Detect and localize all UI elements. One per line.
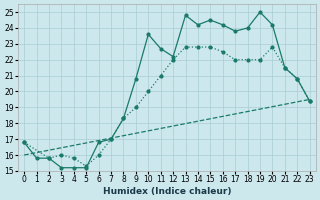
X-axis label: Humidex (Indice chaleur): Humidex (Indice chaleur) [103,187,231,196]
